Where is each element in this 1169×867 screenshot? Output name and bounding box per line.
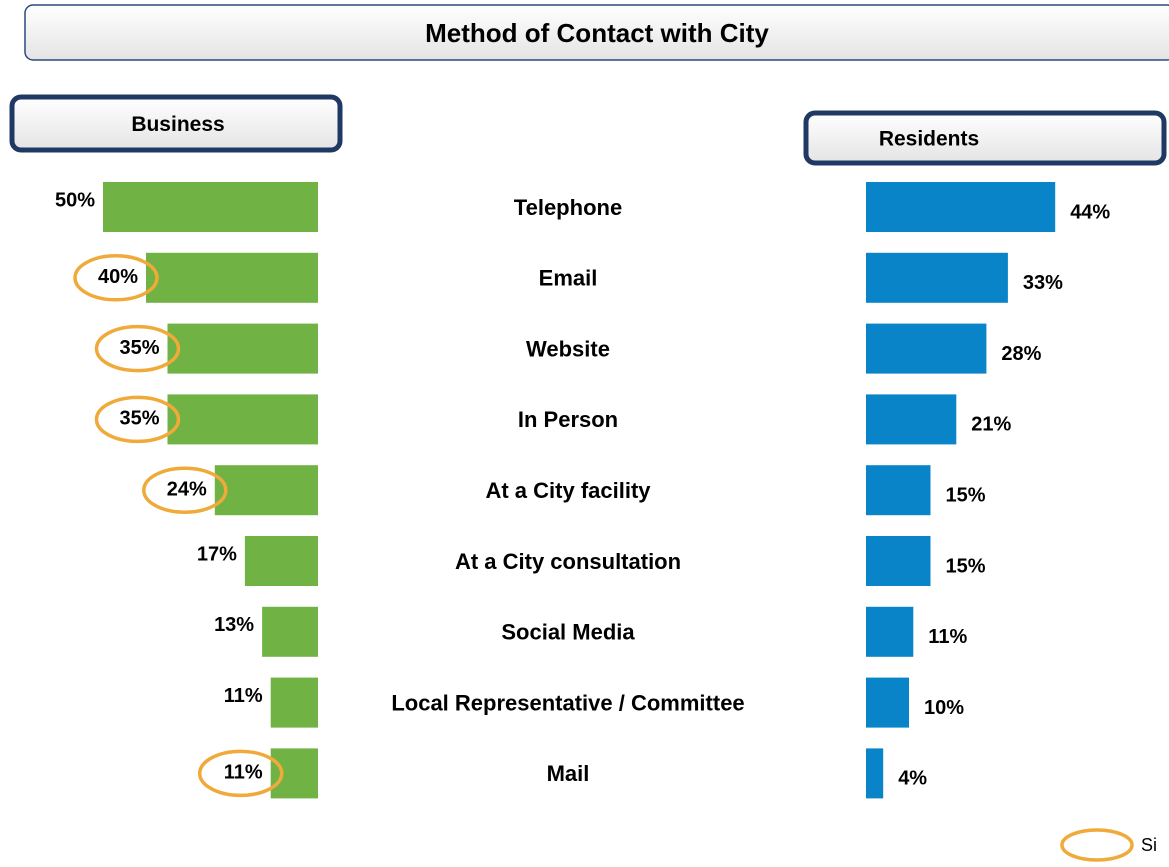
- bar: [270, 677, 318, 728]
- value-label: 11%: [224, 762, 263, 784]
- bar: [146, 252, 318, 303]
- series-box: [9, 94, 343, 153]
- bar: [866, 748, 884, 799]
- highlight-ring: [197, 749, 284, 798]
- category-label: Local Representative / Committee: [391, 690, 744, 715]
- bar: [866, 536, 931, 586]
- value-label: 15%: [946, 484, 986, 506]
- value-label: 44%: [1070, 201, 1110, 223]
- category-label: Mail: [547, 761, 590, 786]
- category-label: In Person: [518, 407, 618, 432]
- value-label: 11%: [928, 626, 967, 648]
- value-label: 24%: [167, 478, 207, 500]
- category-label: Social Media: [501, 620, 635, 645]
- category-label: Telephone: [514, 195, 622, 220]
- series-label: Business: [131, 113, 224, 136]
- value-label: 10%: [924, 697, 964, 719]
- legend-ring: [1060, 828, 1134, 862]
- value-label: 40%: [98, 266, 138, 288]
- bar: [103, 182, 318, 232]
- bar: [866, 252, 1008, 303]
- bar: [866, 465, 931, 516]
- value-label: 50%: [55, 189, 95, 211]
- title-box: [24, 4, 1169, 61]
- bar: [214, 465, 318, 516]
- value-label: 35%: [119, 408, 159, 430]
- value-label: 28%: [1001, 343, 1041, 365]
- category-label: At a City consultation: [455, 549, 681, 574]
- bar: [262, 606, 318, 657]
- value-label: 11%: [224, 685, 263, 707]
- value-label: 21%: [971, 414, 1011, 436]
- value-label: 35%: [119, 337, 159, 359]
- bar: [167, 323, 318, 374]
- bar: [244, 536, 318, 586]
- highlight-ring: [94, 395, 181, 444]
- bar: [866, 394, 957, 445]
- bar: [866, 677, 909, 728]
- bar: [270, 748, 318, 799]
- highlight-ring: [142, 466, 228, 514]
- category-label: Website: [526, 336, 610, 361]
- category-label: Email: [539, 266, 598, 291]
- category-label: At a City facility: [485, 478, 651, 503]
- series-box: [803, 110, 1167, 166]
- chart-title: Method of Contact with City: [425, 18, 769, 48]
- value-label: 4%: [898, 768, 927, 790]
- highlight-ring: [73, 254, 159, 302]
- value-label: 33%: [1023, 272, 1063, 294]
- bar: [866, 606, 914, 657]
- series-label: Residents: [879, 128, 979, 151]
- value-label: 17%: [197, 543, 237, 565]
- value-label: 13%: [214, 614, 254, 636]
- bar: [866, 323, 987, 374]
- legend-label: Si: [1141, 835, 1157, 855]
- highlight-ring: [94, 324, 181, 373]
- bar: [866, 182, 1056, 232]
- bar: [167, 394, 318, 445]
- value-label: 15%: [946, 555, 986, 577]
